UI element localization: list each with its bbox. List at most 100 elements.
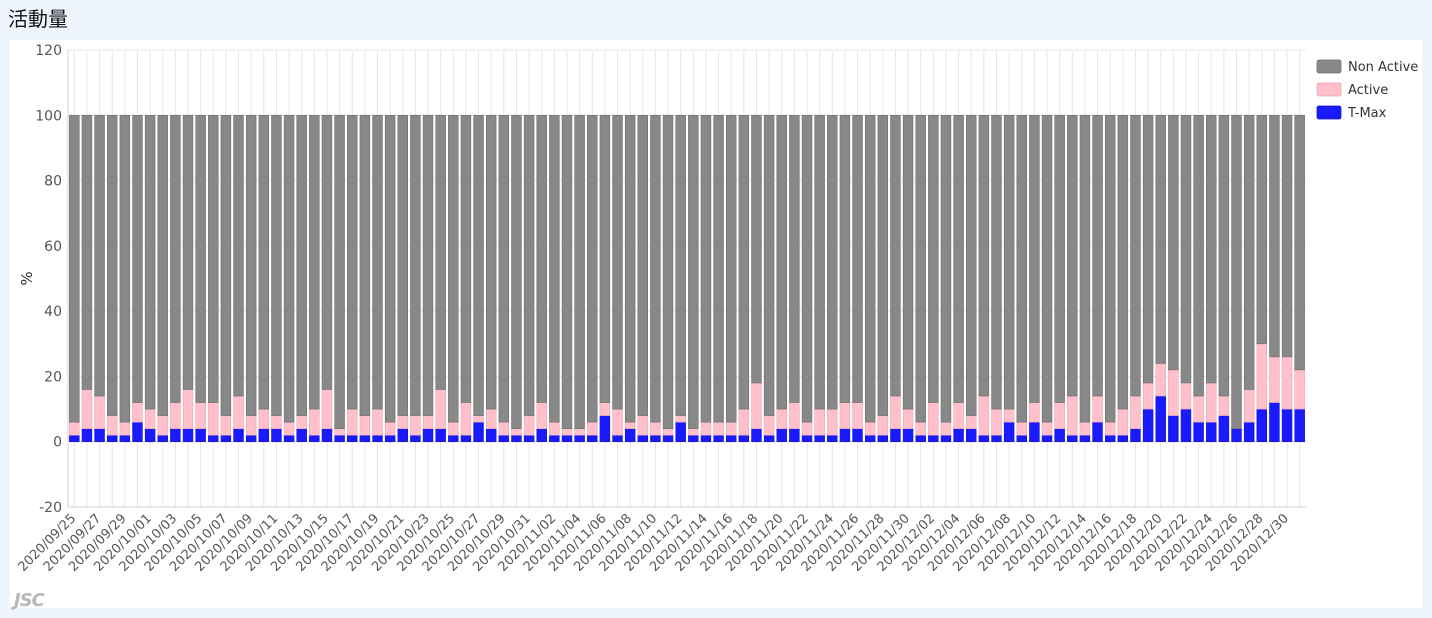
bar-t-max [890, 428, 901, 443]
bar-non-active [1130, 114, 1141, 397]
bar-active [738, 408, 750, 436]
bar-non-active [1067, 114, 1078, 397]
bar-active [422, 415, 434, 429]
bar-active [397, 415, 408, 429]
bar-active [384, 421, 396, 436]
bar-active [1206, 382, 1217, 423]
legend-swatch [1316, 105, 1342, 120]
bar-active [1092, 395, 1103, 423]
bar-non-active [1281, 114, 1293, 358]
bar-non-active [877, 114, 889, 416]
bar-t-max [688, 434, 699, 443]
bar-t-max [852, 428, 863, 443]
bar-active [1294, 369, 1305, 410]
bar-t-max [675, 421, 686, 443]
bar-active [1130, 395, 1141, 429]
bar-t-max [271, 428, 282, 443]
bar-t-max [157, 434, 168, 443]
bar-active [1104, 421, 1116, 436]
bar-active [662, 428, 674, 436]
bar-non-active [511, 114, 522, 429]
bar-active [839, 402, 851, 429]
bar-non-active [435, 114, 446, 390]
bar-t-max [1168, 415, 1179, 443]
bar-non-active [536, 114, 547, 403]
bar-t-max [170, 428, 181, 443]
bar-t-max [1003, 421, 1015, 443]
bar-non-active [953, 114, 964, 403]
bar-active [890, 395, 901, 429]
bar-non-active [1092, 114, 1103, 397]
bar-non-active [271, 114, 282, 416]
bar-active [258, 408, 270, 429]
bar-non-active [1117, 114, 1129, 410]
bar-t-max [1180, 408, 1192, 443]
bar-t-max [637, 434, 649, 443]
bar-non-active [789, 114, 800, 403]
bar-t-max [233, 428, 244, 443]
bar-t-max [991, 434, 1002, 443]
bar-non-active [384, 114, 396, 423]
bar-active [435, 389, 446, 429]
bar-t-max [347, 434, 358, 443]
bar-t-max [662, 434, 674, 443]
bar-non-active [523, 114, 535, 416]
chart-panel: -20 0 20 40 60 80 100 120% 2020/09/25 2020/09/27 2… [10, 40, 1422, 608]
bar-non-active [422, 114, 434, 416]
bar-t-max [940, 434, 952, 443]
bar-non-active [347, 114, 358, 410]
bar-non-active [1243, 114, 1255, 390]
bar-t-max [182, 428, 194, 443]
bar-non-active [485, 114, 497, 410]
bar-t-max [119, 434, 131, 443]
bar-non-active [650, 114, 661, 423]
bar-t-max [372, 434, 383, 443]
bar-non-active [208, 114, 219, 403]
bar-active [157, 415, 168, 436]
bar-t-max [258, 428, 270, 443]
bar-t-max [1269, 402, 1280, 443]
y-tick-label: 20 [44, 369, 62, 385]
bar-active [372, 408, 383, 436]
bar-active [119, 421, 131, 436]
bar-non-active [1168, 114, 1179, 371]
bar-t-max [208, 434, 219, 443]
bar-t-max [624, 428, 636, 443]
bar-non-active [1206, 114, 1217, 384]
bar-t-max [1243, 421, 1255, 443]
bar-active [498, 421, 510, 436]
bar-t-max [144, 428, 156, 443]
bar-t-max [523, 434, 535, 443]
bar-t-max [751, 428, 762, 443]
bar-active [688, 428, 699, 436]
bar-active [132, 402, 143, 423]
legend-label: Active [1348, 83, 1388, 98]
bar-non-active [170, 114, 181, 403]
bar-t-max [334, 434, 345, 443]
bar-t-max [296, 428, 307, 443]
bar-active [359, 415, 371, 436]
bar-t-max [1117, 434, 1129, 443]
activity-chart: -20020406080100120%2020/09/252020/09/272… [16, 43, 1419, 575]
bar-non-active [94, 114, 105, 397]
bar-non-active [372, 114, 383, 410]
bar-non-active [460, 114, 472, 403]
bar-t-max [1029, 421, 1040, 443]
bar-non-active [119, 114, 131, 423]
bar-active [978, 395, 990, 436]
bar-t-max [801, 434, 813, 443]
bar-non-active [763, 114, 775, 416]
bar-active [1243, 389, 1255, 423]
y-tick-label: -20 [39, 500, 62, 516]
bar-active [700, 421, 712, 436]
bar-non-active [725, 114, 737, 423]
bar-active [827, 408, 838, 436]
bar-t-max [713, 434, 724, 443]
bar-t-max [1130, 428, 1141, 443]
bar-t-max [574, 434, 585, 443]
bar-non-active [915, 114, 926, 423]
bar-t-max [1067, 434, 1078, 443]
bar-non-active [612, 114, 623, 410]
bar-t-max [1206, 421, 1217, 443]
bar-non-active [928, 114, 939, 403]
